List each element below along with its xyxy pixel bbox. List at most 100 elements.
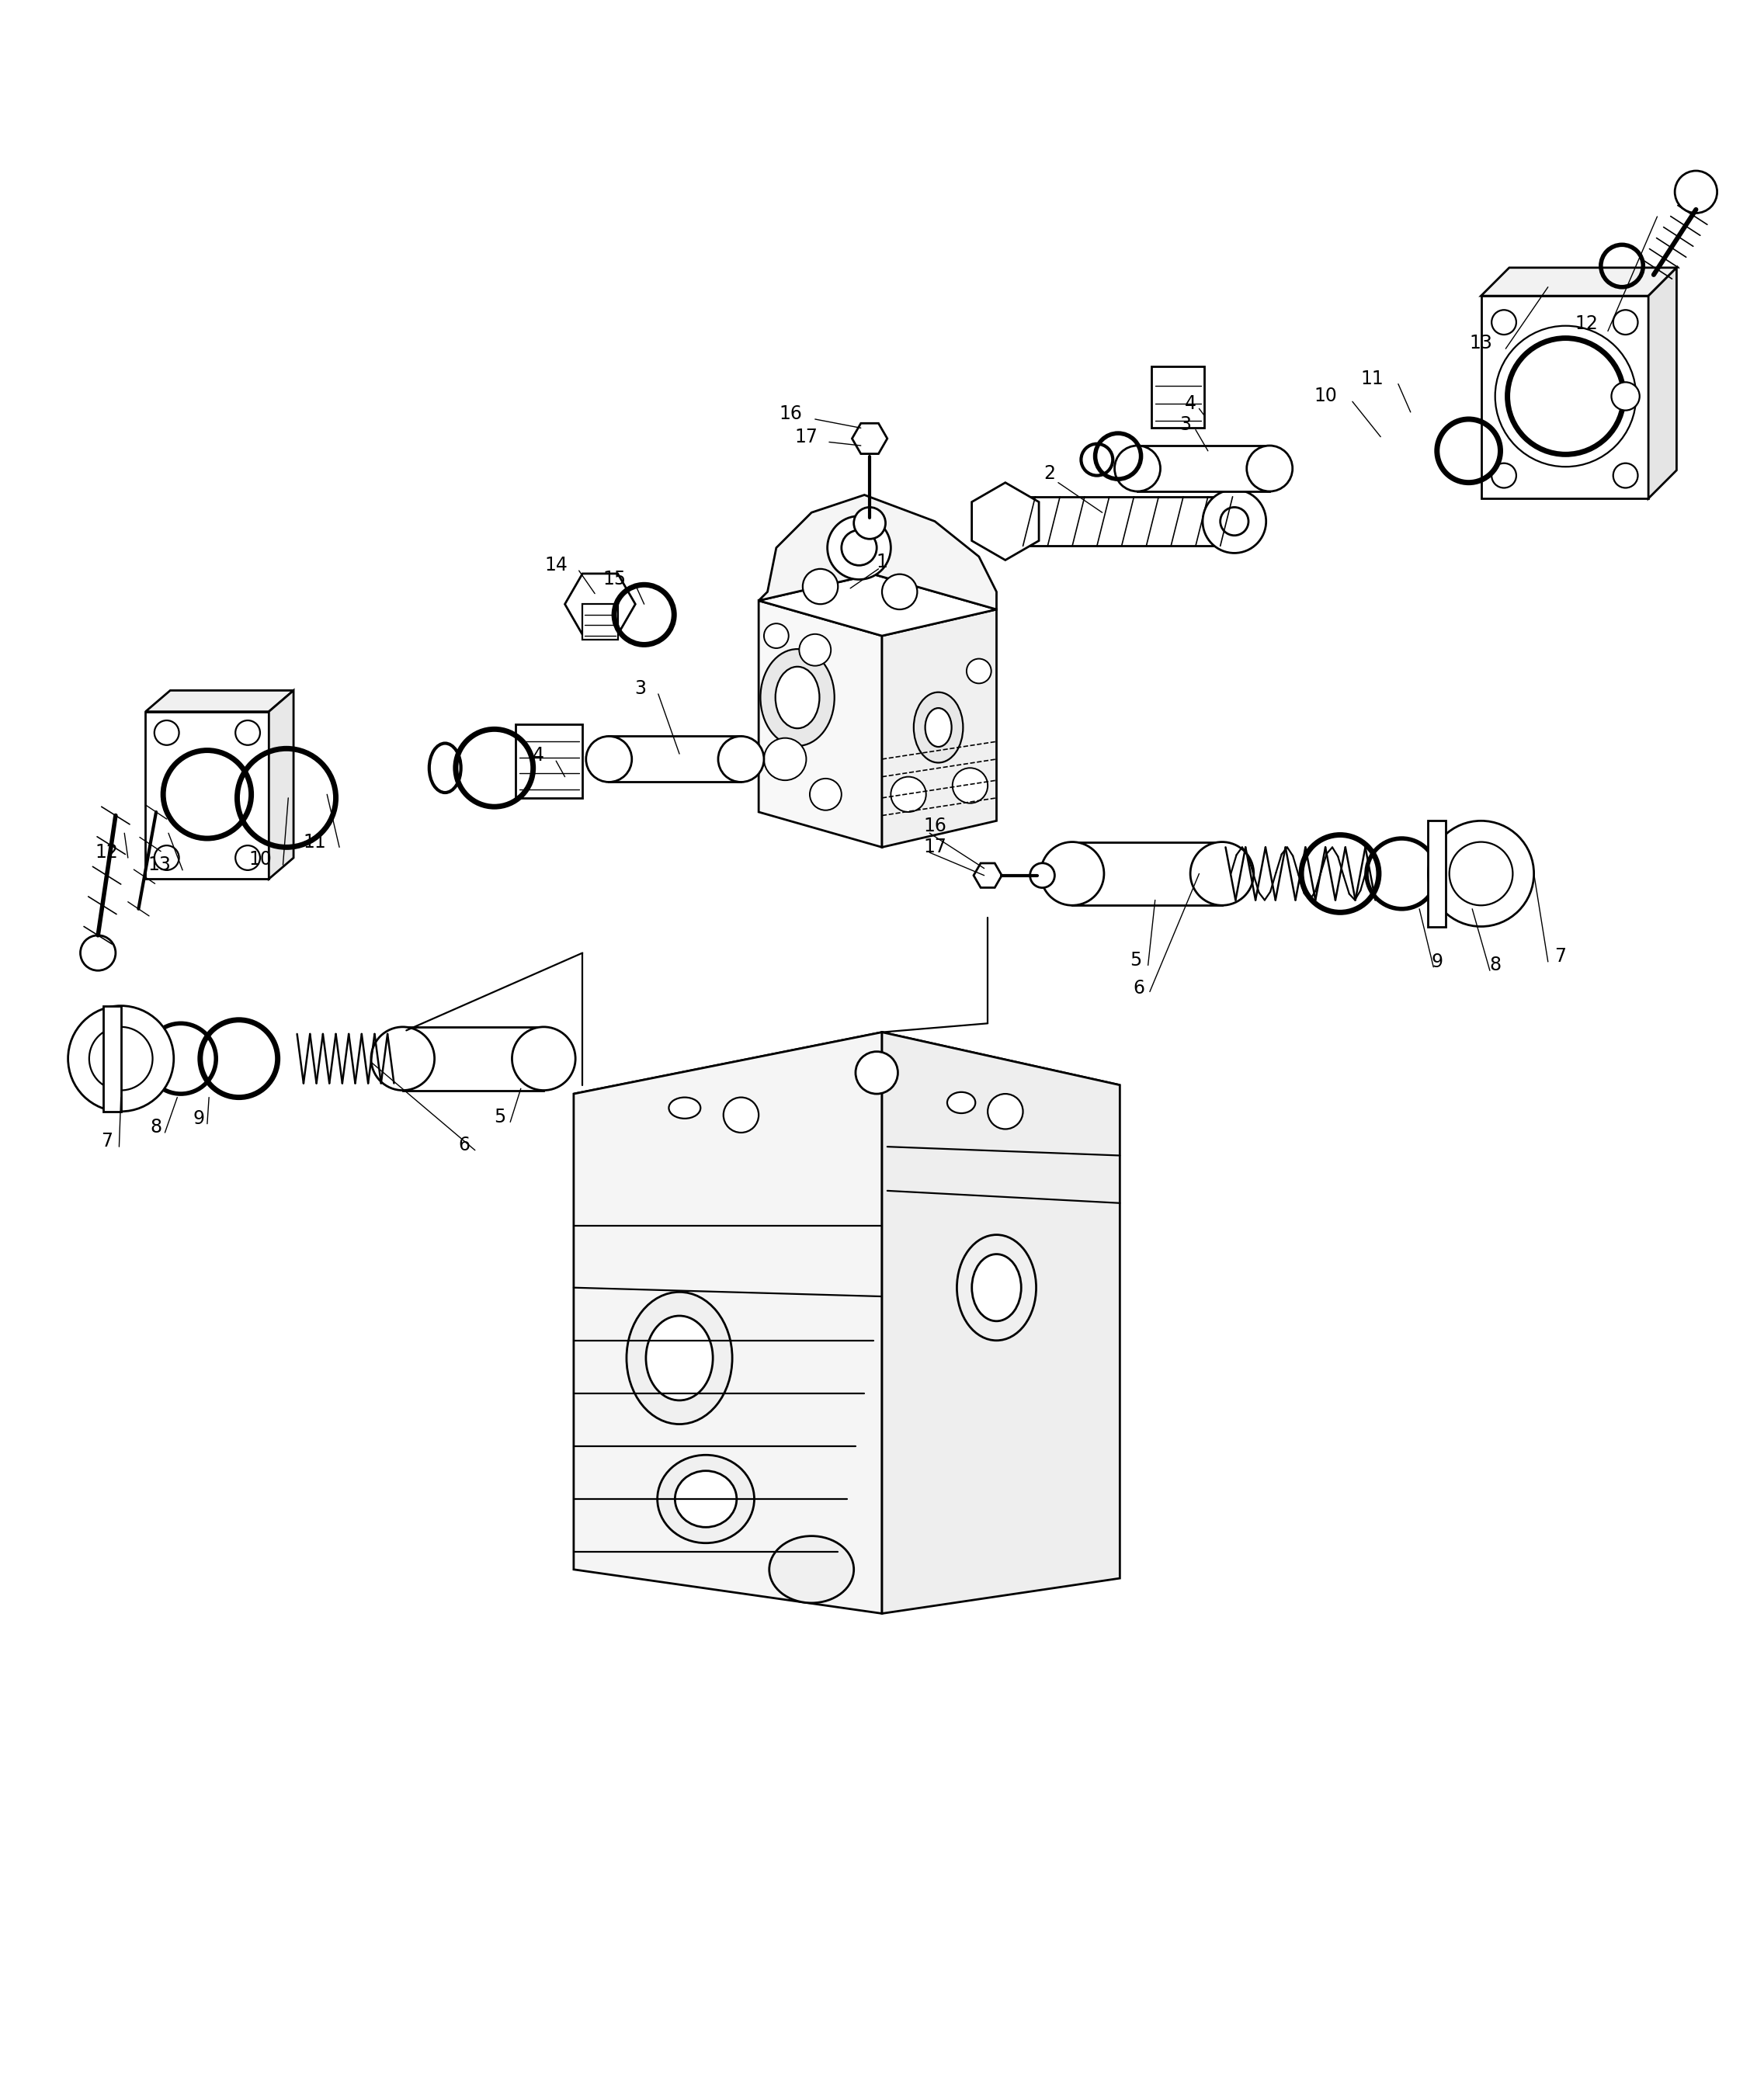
Circle shape bbox=[1030, 864, 1055, 887]
Text: 6: 6 bbox=[1134, 979, 1145, 997]
Polygon shape bbox=[1482, 296, 1648, 498]
Bar bbox=[1429, 820, 1446, 926]
Ellipse shape bbox=[924, 708, 951, 747]
Text: 16: 16 bbox=[778, 404, 803, 423]
Ellipse shape bbox=[669, 1097, 700, 1118]
Text: 10: 10 bbox=[249, 849, 272, 868]
Circle shape bbox=[718, 737, 764, 783]
Ellipse shape bbox=[769, 1537, 854, 1603]
Circle shape bbox=[81, 935, 116, 970]
Circle shape bbox=[1247, 446, 1293, 491]
Text: 8: 8 bbox=[150, 1118, 162, 1137]
Circle shape bbox=[1492, 310, 1517, 335]
Circle shape bbox=[1611, 383, 1639, 410]
Ellipse shape bbox=[972, 1253, 1021, 1322]
Circle shape bbox=[155, 720, 178, 745]
Text: 7: 7 bbox=[1554, 947, 1566, 966]
Circle shape bbox=[370, 1026, 434, 1091]
Ellipse shape bbox=[658, 1455, 755, 1543]
Circle shape bbox=[810, 779, 841, 810]
Circle shape bbox=[1674, 171, 1716, 212]
Circle shape bbox=[1203, 489, 1267, 554]
Ellipse shape bbox=[626, 1293, 732, 1424]
Text: 12: 12 bbox=[95, 843, 118, 862]
Circle shape bbox=[235, 720, 259, 745]
Circle shape bbox=[799, 635, 831, 666]
Circle shape bbox=[90, 1026, 153, 1091]
Text: 9: 9 bbox=[1431, 951, 1443, 970]
Circle shape bbox=[586, 737, 632, 783]
Ellipse shape bbox=[914, 691, 963, 762]
Text: 8: 8 bbox=[1489, 956, 1501, 974]
Polygon shape bbox=[564, 575, 635, 635]
Circle shape bbox=[1191, 841, 1254, 906]
Bar bbox=[582, 604, 617, 639]
Text: 10: 10 bbox=[1314, 387, 1337, 406]
Polygon shape bbox=[146, 712, 268, 879]
Circle shape bbox=[841, 531, 877, 566]
Text: 15: 15 bbox=[603, 570, 626, 589]
Text: 7: 7 bbox=[101, 1133, 113, 1151]
Circle shape bbox=[1041, 841, 1104, 906]
Ellipse shape bbox=[776, 666, 820, 729]
Ellipse shape bbox=[947, 1093, 975, 1114]
Polygon shape bbox=[759, 496, 997, 610]
Text: 14: 14 bbox=[545, 556, 568, 575]
Polygon shape bbox=[759, 575, 997, 635]
Circle shape bbox=[988, 1093, 1023, 1128]
Bar bbox=[1005, 498, 1235, 545]
Text: 1: 1 bbox=[877, 552, 887, 570]
Text: 13: 13 bbox=[1469, 333, 1492, 352]
Ellipse shape bbox=[956, 1235, 1035, 1341]
Text: 5: 5 bbox=[1129, 951, 1141, 970]
Polygon shape bbox=[852, 423, 887, 454]
Polygon shape bbox=[573, 1033, 882, 1614]
Text: 11: 11 bbox=[1360, 369, 1383, 387]
Text: 11: 11 bbox=[303, 833, 326, 852]
Circle shape bbox=[827, 516, 891, 579]
Text: 2: 2 bbox=[1044, 464, 1055, 483]
Bar bbox=[402, 1026, 543, 1091]
Polygon shape bbox=[268, 691, 293, 879]
Text: 3: 3 bbox=[1178, 414, 1191, 433]
Polygon shape bbox=[974, 864, 1002, 887]
Circle shape bbox=[69, 1006, 173, 1112]
Circle shape bbox=[1450, 841, 1514, 906]
Circle shape bbox=[1612, 462, 1637, 487]
Bar bbox=[609, 737, 741, 783]
Ellipse shape bbox=[646, 1316, 713, 1401]
Polygon shape bbox=[1648, 269, 1676, 498]
Text: 12: 12 bbox=[1575, 314, 1598, 333]
Text: 4: 4 bbox=[1184, 393, 1196, 412]
Circle shape bbox=[803, 568, 838, 604]
Text: 17: 17 bbox=[794, 427, 818, 446]
Polygon shape bbox=[972, 483, 1039, 560]
Circle shape bbox=[856, 1051, 898, 1093]
Polygon shape bbox=[759, 600, 882, 847]
Circle shape bbox=[882, 575, 917, 610]
Polygon shape bbox=[882, 610, 997, 847]
Circle shape bbox=[1612, 310, 1637, 335]
Bar bbox=[515, 725, 582, 797]
Bar bbox=[1073, 841, 1222, 906]
Text: 4: 4 bbox=[533, 745, 545, 764]
Text: 13: 13 bbox=[148, 856, 171, 874]
Circle shape bbox=[1429, 820, 1535, 926]
Text: 3: 3 bbox=[635, 679, 646, 697]
Polygon shape bbox=[882, 1033, 1120, 1614]
Bar bbox=[104, 1006, 122, 1112]
Text: 5: 5 bbox=[494, 1108, 506, 1126]
Circle shape bbox=[1221, 508, 1249, 535]
Circle shape bbox=[235, 845, 259, 870]
Circle shape bbox=[1492, 462, 1517, 487]
Circle shape bbox=[1115, 446, 1161, 491]
Polygon shape bbox=[1482, 269, 1676, 296]
Circle shape bbox=[953, 768, 988, 804]
Circle shape bbox=[854, 508, 886, 539]
Text: 16: 16 bbox=[923, 816, 947, 835]
Circle shape bbox=[764, 737, 806, 781]
Polygon shape bbox=[573, 1033, 1120, 1147]
Circle shape bbox=[764, 623, 789, 648]
Polygon shape bbox=[146, 691, 293, 712]
Text: 6: 6 bbox=[459, 1135, 471, 1153]
